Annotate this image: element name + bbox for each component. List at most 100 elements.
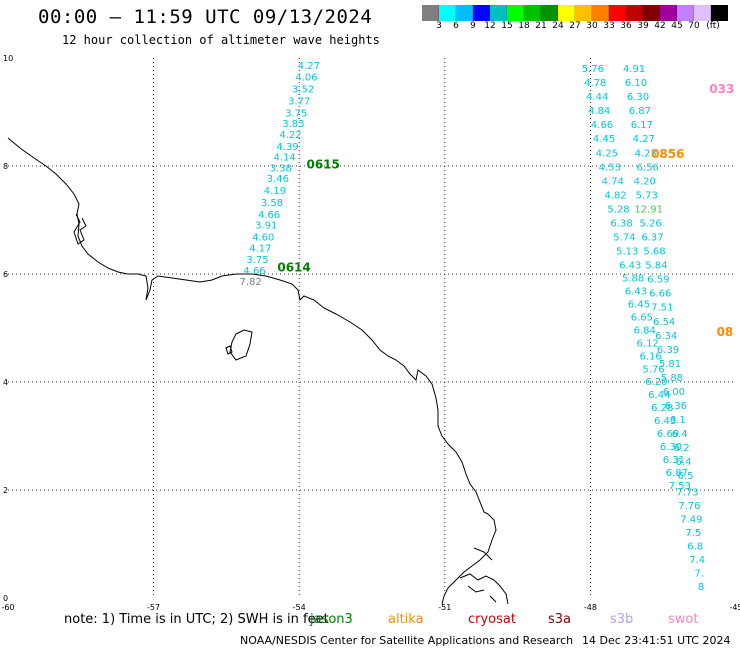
map-subtitle: 12 hour collection of altimeter wave hei…: [62, 33, 380, 47]
wave-height-value: 3.77: [288, 96, 310, 107]
colorbar-swatch: [660, 5, 677, 21]
x-tick-label: -51: [438, 603, 451, 612]
wave-height-value: 6.5: [678, 471, 694, 482]
map-title: 00:00 – 11:59 UTC 09/13/2024: [38, 6, 373, 28]
south-america-coastline: [7, 137, 497, 605]
altimeter-tracks: 4.274.063.523.773.753.834.224.394.143.38…: [240, 61, 706, 593]
wave-height-value: 6.8: [687, 541, 703, 552]
wave-height-value: 6.31: [663, 455, 685, 466]
legend-cryosat: cryosat: [468, 612, 516, 627]
wave-height-value: 6.1: [670, 415, 686, 426]
pass-label: 033: [709, 82, 734, 96]
wave-height-value: 6.37: [641, 233, 663, 244]
colorbar-label: 45: [671, 21, 683, 31]
wave-height-value: 3.58: [261, 198, 283, 209]
colorbar-swatch: [456, 5, 473, 21]
colorbar-swatch: [643, 5, 660, 21]
wave-height-value: 6.45: [628, 299, 650, 310]
wave-height-value: 3.46: [267, 174, 289, 185]
wave-height-value: 6.30: [660, 442, 682, 453]
wave-height-value: 6.17: [631, 120, 653, 131]
colorbar-label: 6: [453, 21, 459, 31]
y-tick-label: 10: [3, 54, 13, 63]
y-tick-label: 0: [3, 594, 8, 603]
colorbar-label: 12: [484, 21, 496, 31]
map-grid: -60 -57 -54 -51 -48 -45 10 8 6 4 2 0: [1, 54, 740, 612]
wave-height-value: 6.4: [676, 457, 692, 468]
colorbar-swatch: [507, 5, 524, 21]
wave-height-value: 6.66: [649, 289, 671, 300]
wave-height-value: 7.49: [680, 514, 702, 525]
altimeter-track-1: 4.274.063.523.773.753.834.224.394.143.38…: [240, 61, 321, 288]
wave-height-value: 6.2: [674, 443, 690, 454]
wave-height-value: 6.34: [655, 331, 677, 342]
wave-height-value: 4.25: [596, 148, 618, 159]
wave-height-value: 7.76: [678, 501, 700, 512]
wave-height-value: 4.66: [258, 210, 280, 221]
wave-height-value: 6.56: [637, 162, 659, 173]
wave-height-value: 6.44: [648, 390, 670, 401]
wave-height-value: 6.84: [634, 325, 656, 336]
wave-height-value: 6.30: [627, 92, 649, 103]
wave-height-value: 6.10: [625, 78, 647, 89]
wave-height-value: 4.84: [588, 106, 610, 117]
altimeter-track-2: 5.76 4.78 4.44 4.84 4.66 4.45 4.25 4.53 4.74 4.82…: [582, 64, 691, 492]
colorbar-swatch: [473, 5, 490, 21]
colorbar-swatch: [592, 5, 609, 21]
wave-height-value: 6.59: [647, 275, 669, 286]
pass-label: 0615: [306, 158, 339, 172]
wave-height-value: 5.84: [645, 261, 667, 272]
wave-height-value: 4.27: [633, 134, 655, 145]
wave-height-value: 3.75: [285, 108, 307, 119]
wave-height-value: 5.74: [613, 233, 635, 244]
wave-height-value: 4.60: [252, 233, 274, 244]
wave-height-value: 7.53: [669, 481, 691, 492]
wave-height-value: 6.36: [665, 401, 687, 412]
footer-note: note: 1) Time is in UTC; 2) SWH is in fe…: [64, 612, 329, 627]
colorbar-label: 9: [470, 21, 476, 31]
colorbar-label: 21: [535, 21, 547, 31]
y-tick-label: 6: [3, 270, 8, 279]
wave-height-value: 3.75: [246, 255, 268, 266]
legend-jason: jason3: [310, 612, 353, 627]
wave-height-value: 4.45: [593, 134, 615, 145]
colorbar-label: 15: [501, 21, 513, 31]
wave-height-value: 6.39: [657, 345, 679, 356]
pass-labels: 0615 0614 0856 033 08: [277, 82, 734, 339]
x-tick-label: -54: [293, 603, 306, 612]
wave-height-value: 4.66: [243, 266, 265, 277]
legend-s3a: s3a: [548, 612, 572, 627]
wave-height-colorbar: [422, 5, 728, 21]
x-tick-label: -60: [1, 603, 14, 612]
y-tick-label: 4: [3, 378, 8, 387]
wave-height-value: 7.82: [240, 277, 262, 288]
wave-height-value: 6.4: [672, 429, 688, 440]
wave-height-value: 12.91: [634, 204, 663, 215]
wave-height-value: 6.87: [629, 106, 651, 117]
wave-height-value: 5.81: [659, 359, 681, 370]
wave-height-value: 3.83: [282, 119, 304, 130]
wave-height-value: 5.28: [607, 204, 629, 215]
wave-height-value: 7.: [694, 568, 704, 579]
colorbar-swatch: [490, 5, 507, 21]
x-tick-label: -48: [584, 603, 597, 612]
wave-height-value: 4.23: [635, 148, 657, 159]
wave-height-value: 6.12: [637, 338, 659, 349]
y-tick-label: 2: [3, 486, 8, 495]
colorbar-swatch: [422, 5, 439, 21]
altimeter-track-3: 4.91 6.10 6.30 6.87 6.17 4.27 4.23 6.56 4.20 5.73…: [623, 64, 705, 593]
wave-height-value: 4.06: [295, 73, 317, 84]
colorbar-label: 27: [569, 21, 581, 31]
wave-height-value: 3.91: [255, 221, 277, 232]
wave-height-value: 4.20: [634, 176, 656, 187]
wave-height-value: 5.76: [642, 364, 664, 375]
wave-height-value: 6.28: [651, 403, 673, 414]
colorbar-swatch: [626, 5, 643, 21]
colorbar-label: 18: [518, 21, 530, 31]
colorbar-label: 33: [603, 21, 615, 31]
colorbar-label: 3: [436, 21, 442, 31]
river-delta: [459, 573, 509, 605]
wave-height-value: 4.22: [279, 130, 301, 141]
colorbar-swatch: [711, 5, 728, 21]
